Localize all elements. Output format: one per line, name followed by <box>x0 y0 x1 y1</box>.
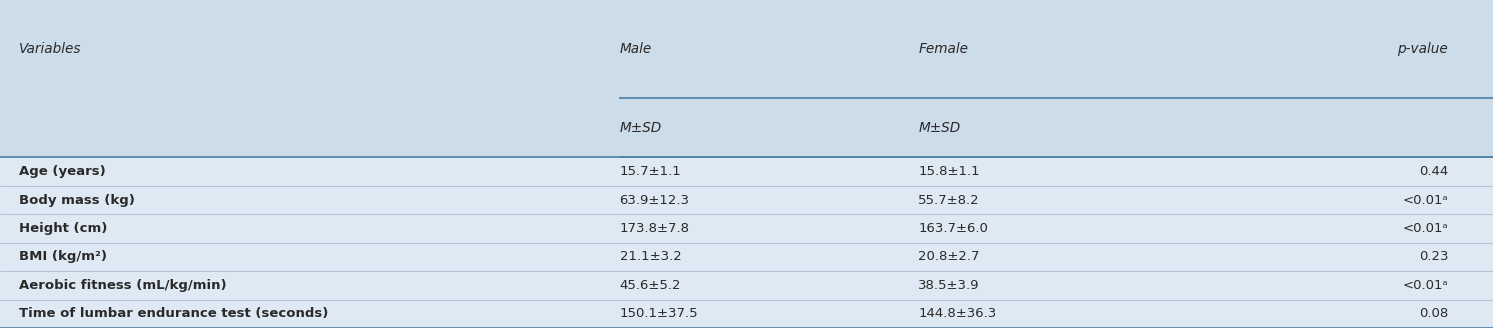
Text: 15.7±1.1: 15.7±1.1 <box>620 165 681 178</box>
Text: 144.8±36.3: 144.8±36.3 <box>918 307 996 320</box>
Text: <0.01ᵃ: <0.01ᵃ <box>1402 279 1448 292</box>
Text: <0.01ᵃ: <0.01ᵃ <box>1402 222 1448 235</box>
Text: 21.1±3.2: 21.1±3.2 <box>620 251 681 263</box>
Text: 63.9±12.3: 63.9±12.3 <box>620 194 690 207</box>
Text: 45.6±5.2: 45.6±5.2 <box>620 279 681 292</box>
Text: 163.7±6.0: 163.7±6.0 <box>918 222 988 235</box>
Text: BMI (kg/m²): BMI (kg/m²) <box>19 251 107 263</box>
Text: 0.08: 0.08 <box>1418 307 1448 320</box>
Text: 55.7±8.2: 55.7±8.2 <box>918 194 979 207</box>
Text: 150.1±37.5: 150.1±37.5 <box>620 307 699 320</box>
Text: <0.01ᵃ: <0.01ᵃ <box>1402 194 1448 207</box>
Text: Variables: Variables <box>19 42 82 56</box>
Text: 0.44: 0.44 <box>1418 165 1448 178</box>
Text: Time of lumbar endurance test (seconds): Time of lumbar endurance test (seconds) <box>19 307 328 320</box>
Text: M±SD: M±SD <box>918 121 960 135</box>
Text: 38.5±3.9: 38.5±3.9 <box>918 279 979 292</box>
Text: Age (years): Age (years) <box>19 165 106 178</box>
Text: Height (cm): Height (cm) <box>19 222 107 235</box>
Text: 20.8±2.7: 20.8±2.7 <box>918 251 979 263</box>
Text: p-value: p-value <box>1397 42 1448 56</box>
Text: Female: Female <box>918 42 967 56</box>
Text: Male: Male <box>620 42 652 56</box>
Bar <box>0 0 1493 98</box>
Bar <box>0 157 1493 328</box>
Text: M±SD: M±SD <box>620 121 661 135</box>
Text: 173.8±7.8: 173.8±7.8 <box>620 222 690 235</box>
Text: Body mass (kg): Body mass (kg) <box>19 194 136 207</box>
Text: 0.23: 0.23 <box>1418 251 1448 263</box>
Text: Aerobic fitness (mL/kg/min): Aerobic fitness (mL/kg/min) <box>19 279 227 292</box>
Bar <box>0 98 1493 157</box>
Text: 15.8±1.1: 15.8±1.1 <box>918 165 979 178</box>
